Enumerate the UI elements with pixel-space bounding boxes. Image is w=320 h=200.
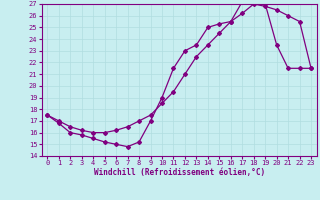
X-axis label: Windchill (Refroidissement éolien,°C): Windchill (Refroidissement éolien,°C) <box>94 168 265 177</box>
